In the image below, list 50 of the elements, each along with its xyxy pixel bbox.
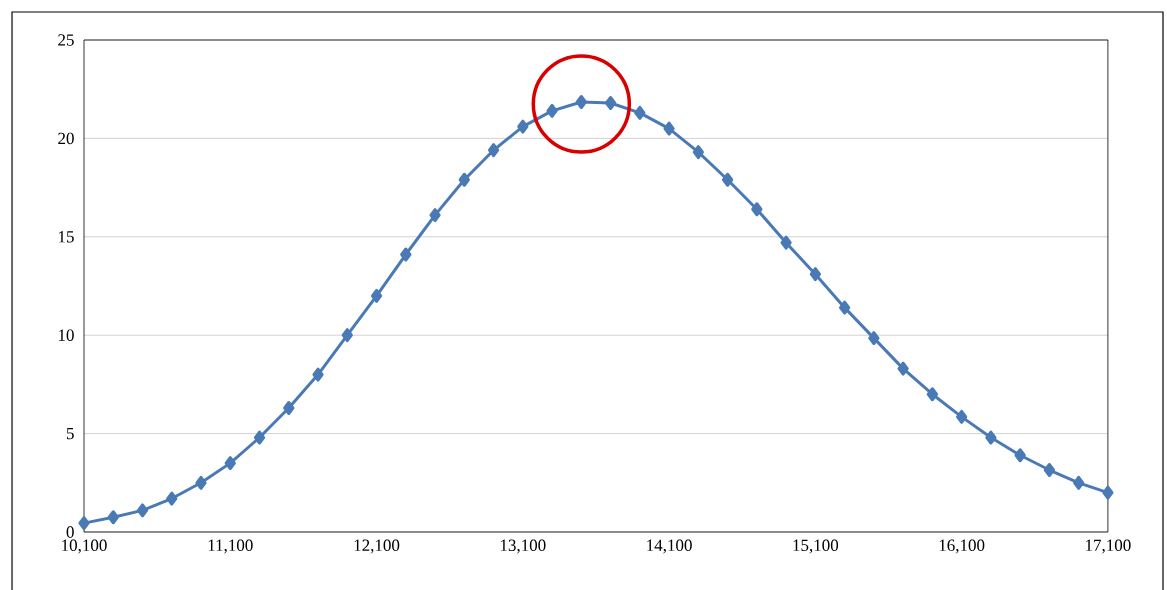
- y-tick-label: 20: [58, 132, 74, 145]
- point: [546, 103, 558, 118]
- x-tick-label: 13,100: [500, 539, 546, 554]
- point: [429, 208, 441, 223]
- point: [721, 172, 734, 187]
- point: [341, 328, 353, 343]
- point: [751, 202, 763, 217]
- point: [312, 367, 324, 382]
- point: [1043, 463, 1056, 478]
- y-tick-label: 10: [58, 329, 74, 341]
- point: [692, 145, 704, 160]
- point: [136, 503, 149, 518]
- point: [1073, 475, 1085, 490]
- point: [400, 247, 412, 262]
- point: [253, 430, 266, 445]
- point: [956, 409, 968, 424]
- point: [926, 387, 938, 402]
- point: [517, 119, 529, 134]
- point: [809, 267, 821, 282]
- point: [838, 300, 851, 315]
- point: [166, 491, 178, 506]
- point: [195, 475, 207, 490]
- x-tick-label: 14,100: [647, 539, 692, 554]
- y-tick-label: 5: [66, 427, 74, 440]
- point: [780, 235, 792, 250]
- y-tick-label: 0: [66, 526, 74, 538]
- point: [487, 143, 500, 158]
- x-tick-label: 10,100: [62, 539, 107, 554]
- point: [370, 288, 383, 303]
- point: [868, 331, 880, 346]
- point: [634, 105, 646, 120]
- point: [575, 94, 587, 109]
- point: [663, 121, 675, 136]
- x-tick-label: 16,100: [939, 539, 985, 554]
- x-tick-label: 17,100: [1086, 539, 1131, 554]
- point: [107, 510, 119, 525]
- point: [897, 361, 909, 376]
- point: [1102, 485, 1114, 500]
- y-tick-label: 15: [58, 231, 74, 243]
- point: [1014, 448, 1026, 463]
- x-tick-label: 15,100: [793, 539, 839, 554]
- x-tick-label: 12,100: [354, 539, 400, 554]
- point: [283, 401, 295, 416]
- point: [985, 430, 997, 445]
- y-tick-label: 25: [58, 34, 74, 46]
- point: [78, 516, 90, 531]
- point: [458, 172, 470, 187]
- point: [224, 456, 236, 471]
- x-tick-label: 11,100: [208, 539, 253, 554]
- point: [604, 95, 617, 110]
